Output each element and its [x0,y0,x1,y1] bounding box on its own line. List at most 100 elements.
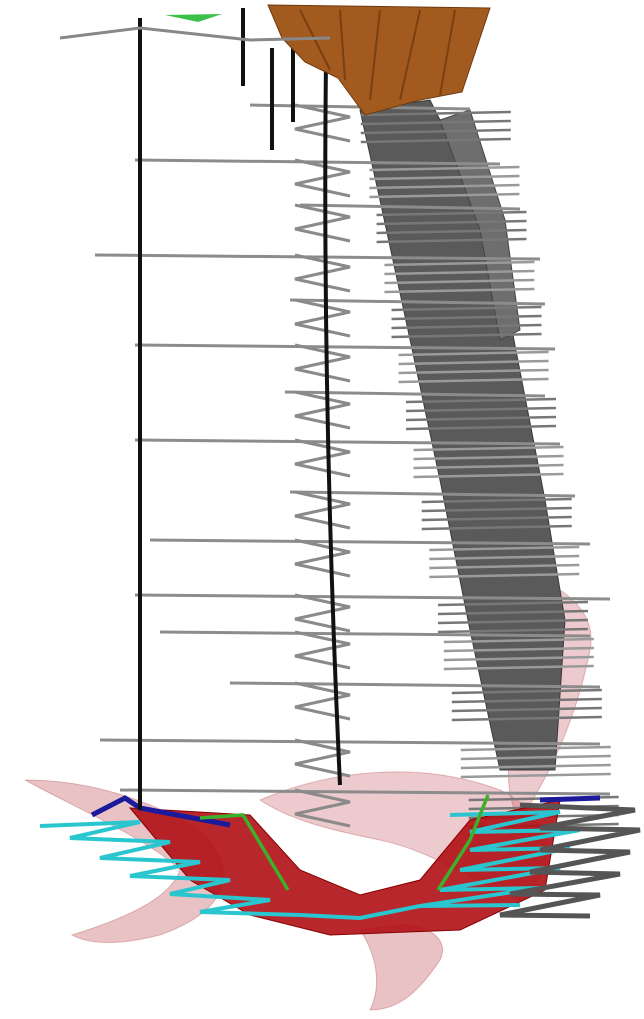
red-flare [359,924,443,1011]
crosscut [384,269,535,276]
crosscut [460,772,611,779]
crosscut [443,664,594,671]
crosscut [443,637,594,644]
crosscut [376,219,527,226]
level-drift [94,253,541,261]
crosscut [391,323,542,330]
crosscut [405,397,557,404]
ramp-zigzag [294,438,351,478]
crosscut [421,524,572,531]
crosscut [413,445,564,452]
crosscut [460,763,611,770]
crosscut [437,618,588,625]
crosscut [429,572,580,579]
ramp-gray [499,802,641,919]
green-marker [165,14,222,22]
crosscut [421,497,572,504]
crosscut [360,110,511,117]
crosscut [369,174,520,181]
ramp-zigzag [294,538,351,578]
ramp-zigzag [294,343,351,383]
ramp-zigzag [294,103,351,143]
ramp-zigzag [294,298,351,338]
level-drift [299,203,521,211]
crosscut [429,545,580,552]
crosscut [398,350,549,357]
pit-benches [299,9,456,101]
crosscut [391,332,542,339]
crosscut [398,359,549,366]
crosscut [405,406,557,413]
open-pit [267,4,491,116]
crosscut [369,183,520,190]
level-drift [289,298,546,306]
crosscut [384,260,535,267]
crosscut [369,165,520,172]
crosscut [460,754,611,761]
ramp-zigzag [294,390,351,430]
crosscut [405,424,557,431]
level-drift [229,681,601,689]
crosscut [384,278,535,285]
drift-blue [90,795,231,828]
ramp-zigzag [294,203,351,243]
crosscut [429,554,580,561]
ramp-zigzag [294,738,351,778]
level-drift [134,343,556,351]
crosscut [384,287,535,294]
crosscut [360,119,511,126]
crosscut [391,305,542,312]
surface-drift [59,26,331,42]
crosscut [451,688,602,695]
crosscut [398,377,549,384]
ramp-zigzag [294,158,351,198]
crosscut [437,609,588,616]
green-drift [199,813,290,891]
level-drift [149,538,591,546]
drift-blue [539,795,601,803]
crosscut [391,314,542,321]
level-drift [119,788,611,796]
crosscut [413,463,564,470]
crosscut [405,415,557,422]
crosscut [451,715,602,722]
crosscut [413,472,564,479]
ramp-left [39,820,301,917]
crosscut [429,563,580,570]
crosscut [443,646,594,653]
crosscut [451,697,602,704]
shaft [323,59,342,786]
level-drift [134,158,501,166]
ramp-zigzag [294,788,351,828]
crosscut [413,454,564,461]
crosscut [376,228,527,235]
ramp-zigzag [294,593,351,633]
ramp-zigzag [294,490,351,530]
level-drift [159,630,591,638]
ramp-link [299,904,421,921]
crosscut [369,192,520,199]
crosscut [360,128,511,135]
crosscut [421,515,572,522]
ramp-zigzag [294,630,351,670]
crosscut [421,506,572,513]
crosscut [460,745,611,752]
crosscut [443,655,594,662]
level-drift [134,438,561,446]
level-drift [99,738,601,746]
ramp-zigzag [294,681,351,721]
crosscut [360,137,511,144]
green-drift [436,794,490,891]
crosscut [398,368,549,375]
crosscut [376,210,527,217]
crosscut [437,627,588,634]
level-drift [134,593,611,601]
level-drift [289,490,576,498]
crosscut [437,600,588,607]
ramp-zigzag [294,253,351,293]
crosscut [376,237,527,244]
crosscut [451,706,602,713]
